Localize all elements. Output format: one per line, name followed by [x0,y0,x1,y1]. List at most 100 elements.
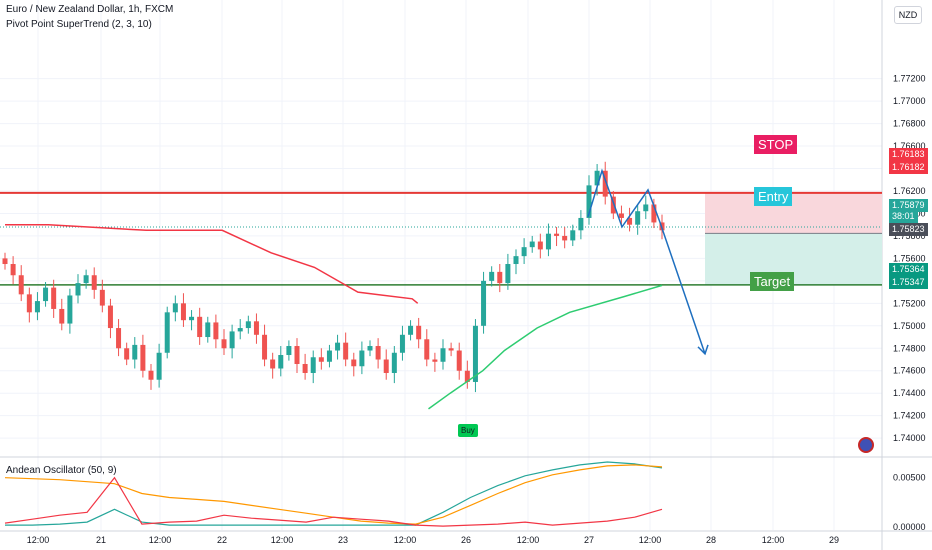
osc-y-tick-label: 0.00000 [893,522,926,532]
x-tick-label: 23 [338,535,348,545]
y-tick-label: 1.77200 [893,74,926,84]
candle-body [424,339,430,360]
candle-body [189,316,195,321]
x-tick-label: 12:00 [639,535,662,545]
candle-body [302,364,308,373]
candle-body [416,325,422,340]
x-tick-label: 12:00 [271,535,294,545]
candle-body [627,217,633,225]
candle-body [448,348,454,351]
candle-body [562,235,568,241]
x-tick-label: 12:00 [517,535,540,545]
candle-body [75,283,81,296]
candle-body [513,256,519,265]
x-tick-label: 28 [706,535,716,545]
candle-body [205,322,211,338]
candle-body [359,350,365,367]
x-tick-label: 21 [96,535,106,545]
candle-body [51,287,57,309]
entry-price-tag: 1.75823 [889,223,928,236]
candle-body [464,370,470,382]
candle-body [270,359,276,369]
candle-body [481,280,487,326]
candle-body [383,359,389,373]
candle-body [529,241,535,248]
candle-body [116,328,122,349]
candle-body [10,264,16,276]
projection-path [587,168,706,355]
candle-body [34,301,40,313]
candle-body [318,357,324,362]
candle-body [570,230,576,241]
candle-body [180,303,186,321]
y-tick-label: 1.74200 [893,411,926,421]
target-price-tag-2: 1.75347 [889,276,928,289]
stop-price-tag: 1.76183 [889,148,928,161]
y-tick-label: 1.75000 [893,321,926,331]
y-tick-label: 1.74000 [893,433,926,443]
candle-body [245,321,251,329]
candle-body [586,185,592,218]
candle-body [521,247,527,257]
candle-body [545,233,551,250]
y-tick-label: 1.75600 [893,253,926,263]
candle-body [140,344,146,371]
candle-body [124,348,130,360]
candle-body [343,342,349,360]
candle-body [432,359,438,362]
candle-body [172,303,178,313]
candle-body [310,357,316,373]
candle-body [456,350,462,371]
candle-body [26,294,32,313]
candle-body [237,328,243,332]
candle-body [43,287,49,302]
target-label: Target [750,272,795,291]
candle-body [91,275,97,290]
osc-y-tick-label: 0.00500 [893,473,926,483]
stop-label: STOP [754,135,798,154]
candle-body [497,271,503,284]
symbol-title: Euro / New Zealand Dollar, 1h, FXCM [6,4,174,15]
buy-signal-label: Buy [458,424,478,437]
candle-body [197,316,203,338]
candle-body [148,370,154,380]
candle-body [578,217,584,231]
candle-body [83,275,89,284]
y-tick-label: 1.76200 [893,186,926,196]
candle-body [375,346,381,360]
y-tick-label: 1.76600 [893,141,926,151]
currency-selector[interactable]: NZD [894,6,922,24]
y-tick-label: 1.74600 [893,366,926,376]
oscillator-line-osc_red [4,476,663,527]
oscillator-line-osc_teal [5,461,663,526]
candle-body [326,350,332,362]
candle-body [253,321,259,335]
candle-body [18,275,24,295]
candle-body [651,204,657,223]
countdown-tag: 38:01 [889,210,918,223]
supertrend-down-line [5,223,419,304]
candle-body [618,213,624,218]
entry-label: Entry [754,187,793,206]
candle-body [594,170,600,186]
x-tick-label: 27 [584,535,594,545]
y-tick-label: 1.77000 [893,96,926,106]
candle-body [537,241,543,250]
current-price-tag: 1.75879 [889,199,928,212]
candle-body [286,346,292,356]
indicator-title: Pivot Point SuperTrend (2, 3, 10) [6,19,152,30]
target-price-tag: 1.75364 [889,263,928,276]
candle-body [635,211,641,225]
x-tick-label: 12:00 [149,535,172,545]
candle-body [213,322,219,340]
candle-body [440,348,446,362]
oscillator-title: Andean Oscillator (50, 9) [6,465,117,476]
candle-body [602,170,608,197]
candle-body [399,334,405,353]
candle-body [294,346,300,364]
candle-body [59,308,65,324]
candle-body [489,271,495,281]
candle-body [408,325,414,335]
candle-body [610,196,616,214]
